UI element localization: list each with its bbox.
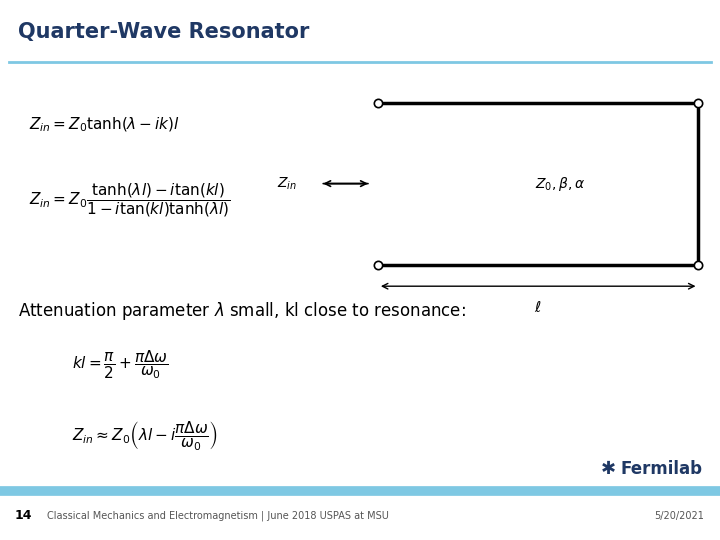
Text: 14: 14 <box>14 509 32 522</box>
Text: $Z_{in} \approx Z_0 \left( \lambda l - i\dfrac{\pi\Delta\omega}{\omega_0} \right: $Z_{in} \approx Z_0 \left( \lambda l - i… <box>72 418 218 451</box>
Text: $Z_{in} = Z_0 \tanh(\lambda - ik)l$: $Z_{in} = Z_0 \tanh(\lambda - ik)l$ <box>29 116 180 134</box>
Text: Classical Mechanics and Electromagnetism | June 2018 USPAS at MSU: Classical Mechanics and Electromagnetism… <box>47 510 389 521</box>
Text: $Z_{in} = Z_0 \dfrac{\tanh(\lambda l) - i\tan(kl)}{1 - i\tan(kl)\tanh(\lambda l): $Z_{in} = Z_0 \dfrac{\tanh(\lambda l) - … <box>29 181 230 219</box>
Text: $Z_{in}$: $Z_{in}$ <box>277 176 297 192</box>
Text: Fermilab: Fermilab <box>621 460 703 478</box>
Text: 5/20/2021: 5/20/2021 <box>654 511 704 521</box>
Text: $\ell$: $\ell$ <box>534 300 542 315</box>
Text: $Z_0, \beta, \alpha$: $Z_0, \beta, \alpha$ <box>534 174 585 193</box>
Text: ✱: ✱ <box>600 460 616 478</box>
Text: Quarter-Wave Resonator: Quarter-Wave Resonator <box>18 22 310 42</box>
Text: $kl = \dfrac{\pi}{2} + \dfrac{\pi\Delta\omega}{\omega_0}$: $kl = \dfrac{\pi}{2} + \dfrac{\pi\Delta\… <box>72 348 168 381</box>
Text: Attenuation parameter $\lambda$ small, kl close to resonance:: Attenuation parameter $\lambda$ small, k… <box>18 300 466 322</box>
